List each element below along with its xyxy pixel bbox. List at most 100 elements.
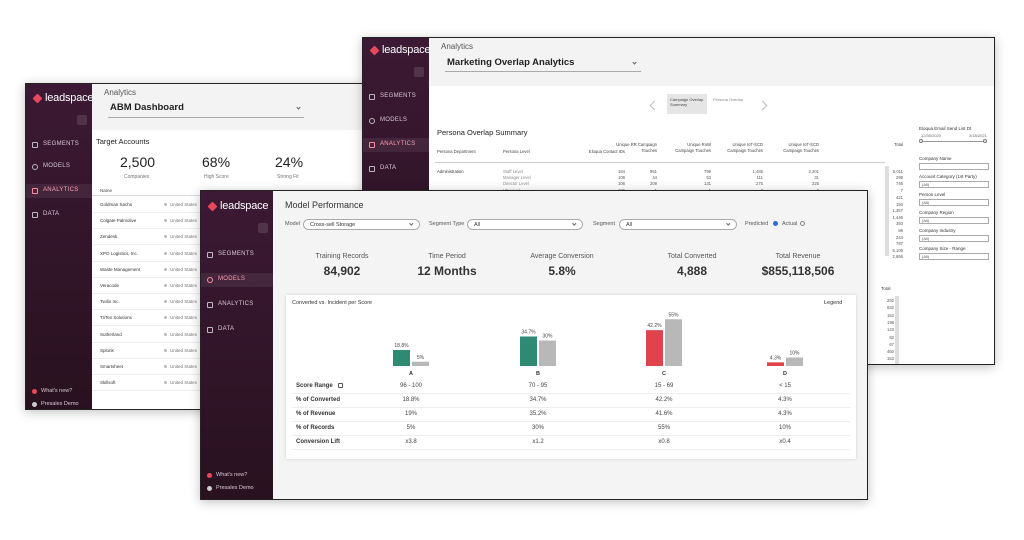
row-divider xyxy=(292,449,850,450)
toggle-selected[interactable] xyxy=(773,221,778,226)
sidebar: leadspace SEGMENTS MODELS ANALYTICS DATA What… xyxy=(201,191,273,499)
bar-value-label: 55% xyxy=(668,312,679,318)
toggle-option[interactable] xyxy=(800,221,805,226)
metric-cell: 30% xyxy=(531,425,544,431)
filter-select[interactable] xyxy=(919,163,989,170)
nav-label: MODELS xyxy=(43,163,71,169)
metric-cell: 35.2% xyxy=(529,411,547,417)
nav-item[interactable]: MODELS xyxy=(363,114,429,128)
company-name[interactable]: Colgate Palmolive xyxy=(100,218,137,224)
bar-value-label: 18.8% xyxy=(394,343,409,349)
filter-select[interactable]: (All) xyxy=(919,235,989,242)
company-name[interactable]: Skillsoft xyxy=(100,380,116,386)
tab[interactable]: Persona Overlap xyxy=(713,97,744,102)
footer-link[interactable]: Presales Demo xyxy=(216,485,254,491)
bar xyxy=(539,340,556,366)
country: United States xyxy=(170,364,198,369)
nav-item[interactable]: ANALYTICS xyxy=(363,138,429,152)
filter-label: Account Category (1st Party) xyxy=(919,174,977,179)
nav-item[interactable]: MODELS xyxy=(26,160,92,174)
nav-item[interactable]: DATA xyxy=(363,162,429,176)
country-dot xyxy=(164,381,167,385)
company-name[interactable]: Smartsheet xyxy=(100,364,124,369)
nav-item[interactable]: SEGMENTS xyxy=(201,248,273,262)
tab-next[interactable] xyxy=(757,100,768,111)
total-cell: 393 xyxy=(896,221,903,227)
footer-link[interactable]: What's new? xyxy=(216,472,248,478)
footer-link[interactable]: Presales Demo xyxy=(41,401,79,407)
company-name[interactable]: TriTex Solutions xyxy=(100,315,132,321)
nav-icon xyxy=(369,94,375,100)
footer-link[interactable]: What's new? xyxy=(41,388,73,394)
nav-icon xyxy=(369,166,375,172)
company-name[interactable]: Veracode xyxy=(100,283,120,288)
country-dot xyxy=(164,300,167,304)
country-dot xyxy=(164,219,167,223)
collapse-button[interactable] xyxy=(414,67,424,77)
legend-toggle[interactable]: Legend xyxy=(824,300,843,306)
cell: 2,201 xyxy=(808,169,819,174)
company-name[interactable]: Twilio Inc. xyxy=(100,299,120,305)
filter-select[interactable]: (All) xyxy=(919,253,989,260)
cell: 164 xyxy=(618,169,625,174)
company-name[interactable]: Zendesk xyxy=(100,234,118,240)
company-name[interactable]: Waste Management xyxy=(100,266,141,272)
company-name[interactable]: Splunk xyxy=(100,347,114,353)
row-divider xyxy=(292,435,850,436)
dashboard-title[interactable]: Marketing Overlap Analytics xyxy=(447,57,575,68)
footer-icon xyxy=(207,473,212,478)
total-cell: 632 xyxy=(887,305,894,311)
nav-item[interactable]: DATA xyxy=(26,208,92,222)
metric-label: % of Converted xyxy=(296,397,341,403)
tab-active[interactable]: Campaign Overlap Summary xyxy=(667,94,707,114)
nav-item[interactable]: DATA xyxy=(201,323,273,337)
company-name[interactable]: XPO Logistics, Inc. xyxy=(100,250,139,256)
metric-cell: 18.8% xyxy=(402,397,420,403)
kpi-label: High Score xyxy=(204,174,229,180)
metric-cell: x0.8 xyxy=(658,439,670,445)
nav-icon xyxy=(32,164,38,170)
total-cell: 67 xyxy=(889,341,894,347)
bar xyxy=(786,357,803,366)
bar-value-label: 5% xyxy=(417,355,425,361)
slider-handle[interactable] xyxy=(919,139,923,143)
collapse-button[interactable] xyxy=(77,115,87,125)
select[interactable]: All xyxy=(467,219,583,230)
filter-label: Company Region xyxy=(919,210,954,215)
nav-item[interactable]: MODELS xyxy=(201,273,273,287)
nav-item[interactable]: SEGMENTS xyxy=(26,138,92,152)
nav-item[interactable]: SEGMENTS xyxy=(363,90,429,104)
slider-track[interactable] xyxy=(921,141,985,142)
country: United States xyxy=(170,347,198,353)
dashboard-title[interactable]: ABM Dashboard xyxy=(110,102,184,113)
cell: 746 xyxy=(896,181,903,187)
select[interactable]: All xyxy=(619,219,737,230)
country: United States xyxy=(170,315,198,321)
metric-cell: x0.4 xyxy=(779,439,791,445)
metric-cell: 55% xyxy=(657,425,670,431)
nav-item[interactable]: ANALYTICS xyxy=(201,298,273,312)
total-cell: 153 xyxy=(887,356,894,362)
table-header-line xyxy=(435,162,885,163)
scrollbar xyxy=(885,166,889,256)
company-name[interactable]: Goldman Sachs xyxy=(100,202,133,207)
select[interactable]: Cross-sell Storage xyxy=(303,219,420,230)
cell: 31 xyxy=(814,175,819,181)
bar-value-label: 42.2% xyxy=(647,323,662,329)
edit-icon[interactable] xyxy=(338,383,343,388)
metric-cell: 5% xyxy=(406,425,416,431)
kpi-label: Companies xyxy=(124,174,150,180)
filter-select[interactable]: (All) xyxy=(919,181,989,188)
filter-select[interactable]: (All) xyxy=(919,199,989,206)
cell: 951 xyxy=(650,169,657,174)
nav-item[interactable]: ANALYTICS xyxy=(26,184,92,198)
tab-prev[interactable] xyxy=(649,100,660,111)
slider-handle[interactable] xyxy=(983,139,987,143)
title-underline xyxy=(108,117,304,118)
bar-value-label: 30% xyxy=(542,334,553,340)
company-name[interactable]: Sutherland xyxy=(100,331,122,337)
collapse-button[interactable] xyxy=(258,223,268,233)
filter-select[interactable]: (All) xyxy=(919,217,989,224)
metric-cell: x1.2 xyxy=(532,439,544,445)
kpi-value: 24% xyxy=(275,154,304,170)
